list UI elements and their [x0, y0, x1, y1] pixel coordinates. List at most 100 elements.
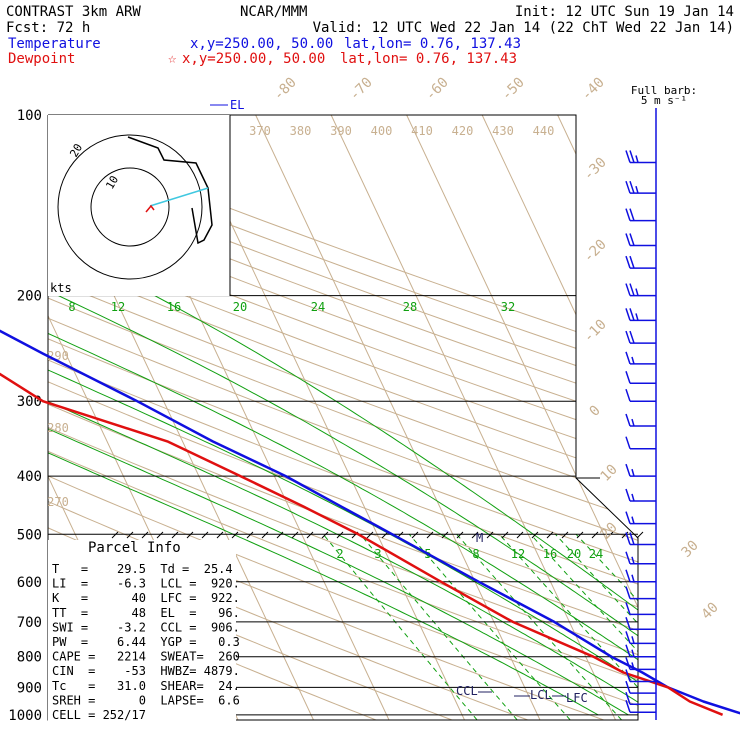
wind-barb-flag [625, 255, 631, 269]
wind-barb-flag [625, 569, 631, 583]
pressure-tick-label: 200 [17, 289, 42, 305]
wind-barb-flag [625, 388, 631, 402]
theta-tick-label: 440 [533, 124, 555, 138]
moist-adiabat-tick-label: 24 [311, 300, 325, 314]
wind-barb [625, 413, 656, 427]
hatch-mark [291, 531, 299, 539]
dewpoint-legend: Dewpoint [8, 51, 75, 67]
wind-barb [625, 631, 656, 645]
dewpoint-location: x,y=250.00, 50.00 [182, 51, 325, 67]
wind-barb-flag [625, 233, 631, 246]
wind-barb [625, 255, 656, 269]
hatch-mark [231, 531, 239, 539]
hatch-mark [501, 531, 509, 539]
wind-barb [625, 691, 656, 705]
parcel-info-box: Parcel Info T = 29.5 Td = 25.4LI = -6.3 … [48, 540, 240, 724]
lfc-label: LFC [566, 691, 588, 705]
wind-barb-flag [625, 699, 631, 713]
hatch-mark [156, 531, 164, 539]
wind-barb [625, 388, 656, 402]
hatch-mark [621, 531, 629, 539]
hatch-mark [171, 531, 179, 539]
wind-barb-flag [629, 233, 635, 246]
pressure-tick-label: 300 [17, 394, 42, 410]
wind-barb [625, 330, 656, 344]
wind-barb-half [631, 516, 635, 524]
hatch-mark [141, 531, 149, 539]
hatch-mark [471, 531, 479, 539]
wind-barb-flag [625, 617, 631, 630]
wind-barb-half [631, 468, 635, 477]
wind-barb-flag [629, 150, 635, 163]
parcel-info-row: SREH = 0 LAPSE= 6.6 [52, 693, 240, 707]
isotherm-line [0, 115, 12, 720]
isotherm-line [330, 115, 616, 720]
hatch-mark [411, 531, 419, 539]
ccl-label: CCL [456, 684, 478, 698]
isotherm-tick-label: 40 [699, 600, 722, 623]
hatch-mark [126, 531, 134, 539]
wind-barb-half [631, 649, 635, 657]
level-m-label: M [476, 531, 483, 545]
hodograph-trace-lower [149, 187, 209, 207]
dry-adiabat-line [48, 115, 638, 720]
hatch-mark [546, 531, 554, 539]
wind-barbs [625, 108, 657, 720]
wind-barb-half [635, 313, 639, 321]
mixing-ratio-line [575, 533, 638, 720]
theta-tick-label: 420 [452, 124, 474, 138]
wind-barb-half [631, 556, 635, 565]
wind-barb [625, 283, 656, 297]
theta-tick-label: 400 [371, 124, 393, 138]
isotherm-line [481, 115, 638, 720]
isotherm-tick-label: 0 [587, 403, 604, 420]
wind-barb [625, 644, 656, 658]
mixing-ratio-tick-label: 16 [543, 547, 557, 561]
mixing-ratio-lines [322, 533, 638, 720]
mixing-ratio-line [456, 533, 622, 720]
parcel-info-row: Tc = 31.0 SHEAR= 24. [52, 679, 240, 693]
hatch-mark [306, 531, 314, 539]
wind-barb-flag [625, 532, 631, 545]
wind-barb-flag [625, 436, 631, 449]
wind-barb [625, 602, 656, 616]
wind-barb [625, 511, 656, 525]
wind-barb-flag [625, 488, 631, 502]
isotherm-tick-label: -80 [271, 75, 300, 104]
wind-barb [625, 436, 656, 450]
parcel-info-row: PW = 6.44 YGP = 0.3 [52, 635, 240, 649]
lcl-label: LCL [530, 688, 552, 702]
hatch-mark [261, 531, 269, 539]
dry-adiabat-line [48, 115, 638, 720]
hatch-mark [201, 531, 209, 539]
hatch-mark [366, 531, 374, 539]
isotherm-tick-label: -60 [423, 75, 452, 104]
parcel-info-row: SWI = -3.2 CCL = 906. [52, 620, 240, 634]
isotherm-tick-label: 30 [679, 538, 702, 561]
hodograph-ring [57, 134, 203, 280]
sounding-profiles [0, 329, 740, 716]
hatch-mark [636, 531, 644, 539]
mixing-ratio-line [408, 533, 571, 720]
wind-barb-half [631, 662, 635, 670]
dry-adiabat-line [48, 115, 638, 720]
wind-barb-flag [629, 208, 635, 221]
hatch-mark [606, 531, 614, 539]
wind-barb-half [635, 155, 639, 163]
hatch-mark [111, 531, 119, 539]
wind-barb-flag [625, 551, 631, 565]
pressure-tick-label: 900 [17, 680, 42, 696]
wind-barb-half [631, 493, 635, 502]
wind-barb-flag [625, 631, 631, 644]
wind-barb-flag [625, 463, 631, 477]
dry-adiabat-line [48, 115, 638, 720]
wind-barb-flag [629, 283, 635, 296]
hatch-mark [441, 531, 449, 539]
wind-barb [625, 488, 656, 502]
mixing-ratio-tick-label: 2 [336, 547, 343, 561]
hatch-mark [531, 531, 539, 539]
isotherm-tick-label: -70 [347, 75, 376, 104]
hatch-mark [336, 531, 344, 539]
temperature-legend: Temperature [8, 36, 101, 52]
